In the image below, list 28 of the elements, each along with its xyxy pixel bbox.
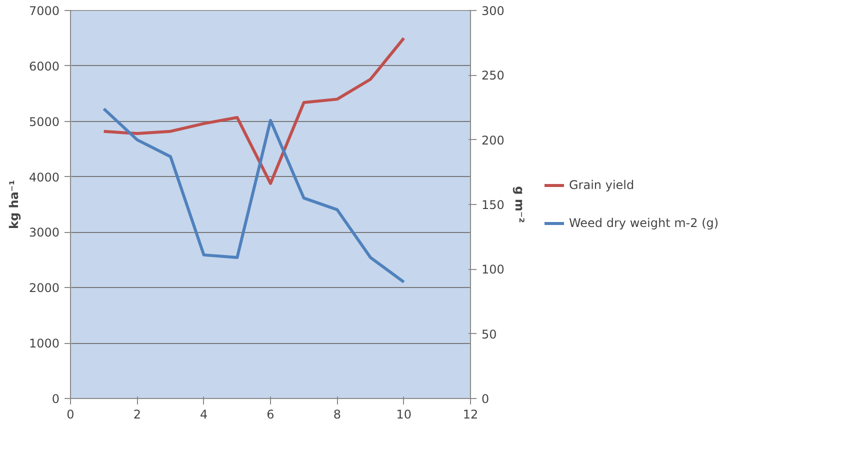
x-tick-label: 12 (462, 408, 478, 422)
y2-tick-label: 300 (482, 4, 504, 18)
line-series (102, 107, 406, 284)
y2-tick-label: 200 (482, 133, 504, 148)
y-tick-label: 1000 (28, 336, 60, 351)
y-tick-label: 6000 (28, 59, 60, 74)
y2-tick-label: 0 (482, 392, 490, 406)
y-axis-title: kg ha⁻¹ (6, 180, 21, 229)
legend-label: Weed dry weight m-2 (g) (569, 216, 719, 230)
legend-label: Grain yield (569, 178, 634, 192)
y-tick-label: 3000 (28, 226, 60, 240)
y-tick-label: 2000 (28, 281, 60, 296)
y2-tick-label: 150 (482, 198, 504, 212)
y2-tick-label: 50 (482, 327, 497, 342)
x-tick-label: 10 (396, 408, 412, 422)
line-series (102, 36, 406, 185)
x-tick-label: 8 (333, 408, 341, 422)
y2-tick-label: 100 (482, 262, 504, 277)
y-tick-label: 5000 (28, 114, 60, 129)
x-tick-label: 4 (200, 408, 208, 422)
x-tick-label: 2 (133, 408, 141, 422)
y2-axis-title: g m⁻² (512, 186, 526, 223)
x-tick-label: 0 (66, 408, 74, 422)
x-tick-label: 6 (266, 408, 274, 422)
y2-tick-label: 250 (482, 68, 504, 83)
y-tick-label: 7000 (28, 4, 60, 18)
y-tick-label: 0 (52, 392, 60, 406)
y-tick-label: 4000 (28, 170, 60, 184)
